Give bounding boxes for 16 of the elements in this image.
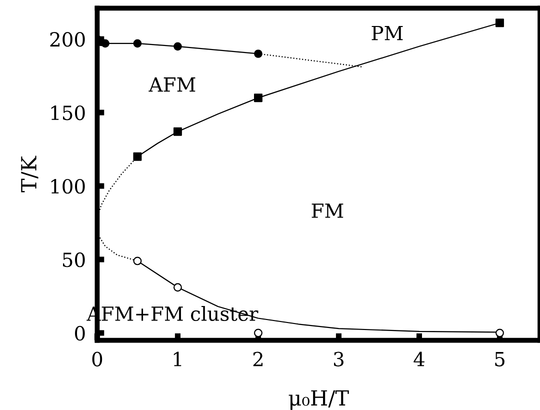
y-tick-label: 150 xyxy=(51,105,85,120)
x-axis-title: μ₀H/T xyxy=(288,390,349,410)
x-tick-label: 5 xyxy=(495,352,504,366)
x-tick-label: 4 xyxy=(414,352,424,366)
x-tick-label: 3 xyxy=(334,352,344,366)
annotation: PM xyxy=(372,26,403,40)
y-tick-label: 50 xyxy=(63,252,85,268)
annotation: AFM xyxy=(148,77,196,92)
y-tick-label: 100 xyxy=(51,178,85,194)
x-tick-label: 2 xyxy=(253,352,262,366)
x-tick-label: 0 xyxy=(92,352,102,366)
annotation: FM xyxy=(312,204,344,218)
y-tick-label: 0 xyxy=(75,326,85,341)
y-axis-title: T/K xyxy=(21,156,38,192)
x-tick-label: 1 xyxy=(174,352,182,366)
y-tick-label: 200 xyxy=(50,32,85,47)
